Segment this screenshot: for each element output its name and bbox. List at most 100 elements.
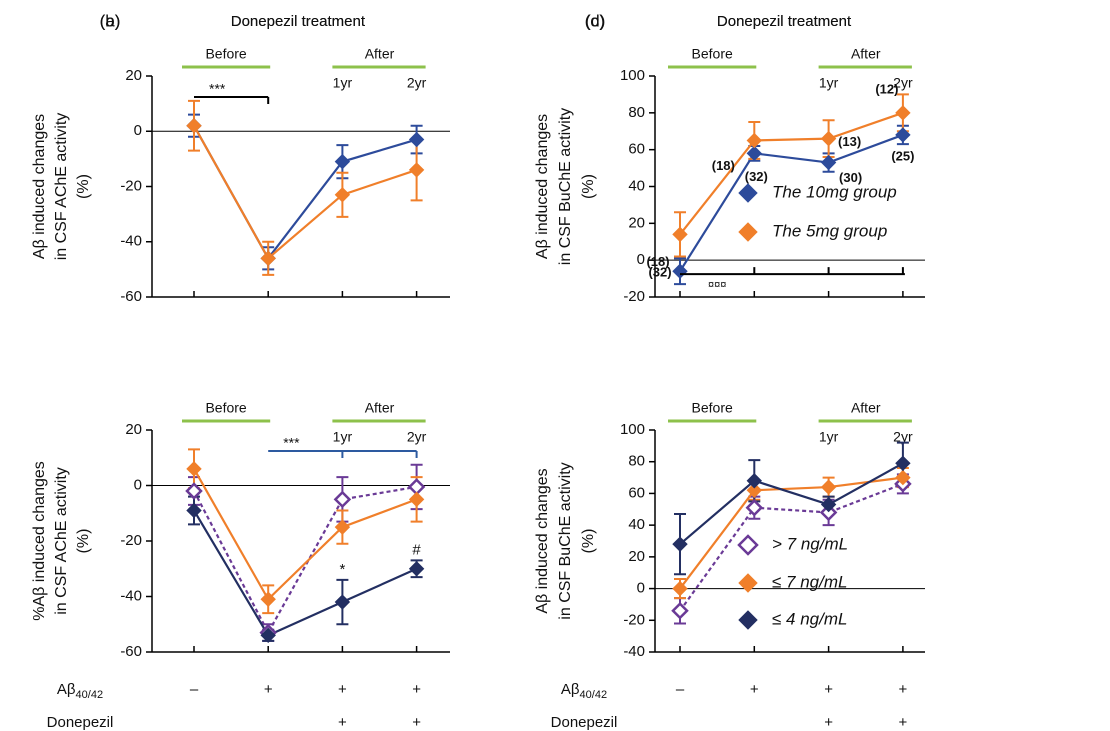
- marker: [672, 263, 688, 279]
- time-label: 2yr: [407, 429, 427, 445]
- marker: [820, 496, 837, 513]
- time-label: 1yr: [333, 75, 353, 91]
- y-tick-label: 0: [637, 580, 645, 597]
- panel-label: (a): [100, 11, 121, 30]
- panel-header: Donepezil treatment: [231, 13, 366, 30]
- series-line: [679, 476, 904, 590]
- marker: [738, 610, 758, 630]
- time-label: 2yr: [893, 75, 913, 91]
- significance-label: ***: [283, 435, 300, 451]
- legend-label: The 5mg group: [772, 221, 887, 240]
- n-label: (25): [891, 148, 914, 163]
- marker: [746, 473, 763, 489]
- y-tick-label: 20: [125, 421, 142, 438]
- marker: [745, 498, 764, 517]
- marker: [186, 502, 202, 519]
- y-tick-label: 20: [628, 214, 645, 231]
- after-label: After: [851, 400, 881, 416]
- before-label: Before: [692, 46, 733, 62]
- condition-label: Donepezil: [47, 714, 114, 731]
- series-line: [193, 485, 417, 635]
- condition-label: Donepezil: [551, 714, 618, 731]
- series-line: [679, 482, 904, 612]
- significance-bracket: [194, 96, 270, 104]
- before-label: Before: [205, 46, 246, 62]
- marker: [895, 105, 911, 121]
- marker: [333, 490, 352, 509]
- marker: [671, 602, 689, 620]
- y-tick-label: 0: [134, 122, 142, 139]
- y-tick-label: 80: [628, 104, 645, 121]
- n-label: (13): [838, 134, 861, 149]
- marker: [408, 131, 425, 148]
- marker: [819, 503, 838, 522]
- condition-mark: +: [338, 681, 347, 698]
- y-tick-label: -40: [120, 233, 142, 250]
- n-label: (12): [875, 81, 898, 96]
- marker: [738, 222, 758, 242]
- y-axis-label: Aβ induced changes: [534, 468, 551, 613]
- condition-mark: +: [264, 681, 273, 698]
- time-label: 1yr: [819, 75, 839, 91]
- n-label: (32): [648, 265, 671, 280]
- y-tick-label: 100: [620, 421, 645, 438]
- y-tick-label: -60: [120, 643, 142, 660]
- y-tick-label: 80: [628, 453, 645, 470]
- legend-label: ≤ 4 ng/mL: [772, 609, 847, 628]
- condition-subscript: 40/42: [580, 689, 608, 701]
- marker: [895, 455, 911, 472]
- y-tick-label: -60: [120, 288, 142, 305]
- after-label: After: [365, 400, 395, 416]
- n-label: (18): [646, 254, 669, 269]
- panel-header: Donepezil treatment: [231, 13, 366, 30]
- panel-label: (d): [585, 11, 606, 30]
- condition-name: Donepezil: [551, 714, 618, 731]
- significance-bracket: [680, 267, 905, 276]
- y-tick-label: 60: [628, 484, 645, 501]
- series-line: [193, 125, 417, 261]
- condition-mark: +: [899, 681, 908, 698]
- marker: [334, 187, 351, 203]
- significance-label: ¤¤¤: [708, 279, 726, 291]
- series-line: [193, 125, 417, 261]
- y-axis-label: (%): [75, 529, 92, 554]
- panel-header: Donepezil treatment: [717, 13, 852, 30]
- y-axis-label: in CSF AChE activity: [53, 113, 70, 261]
- condition-mark: +: [899, 714, 908, 731]
- y-tick-label: -20: [120, 532, 142, 549]
- y-axis-label: (%): [580, 529, 597, 554]
- before-label: Before: [692, 400, 733, 416]
- after-label: After: [851, 46, 881, 62]
- y-tick-label: 40: [628, 177, 645, 194]
- series-line: [679, 462, 904, 546]
- y-tick-label: -40: [120, 587, 142, 604]
- marker: [408, 162, 425, 178]
- y-tick-label: 60: [628, 141, 645, 158]
- n-label: (32): [745, 169, 768, 184]
- y-tick-label: 40: [628, 516, 645, 533]
- y-tick-label: -40: [623, 643, 645, 660]
- y-tick-label: 20: [125, 67, 142, 84]
- condition-label: Aβ40/42: [57, 681, 103, 701]
- y-tick-label: 0: [637, 251, 645, 268]
- marker: [408, 561, 425, 577]
- marker: [260, 591, 276, 607]
- marker: [672, 536, 688, 552]
- marker: [746, 145, 763, 162]
- series-line: [193, 468, 417, 602]
- time-label: 1yr: [819, 429, 839, 445]
- marker: [260, 627, 276, 644]
- n-label: (30): [839, 170, 862, 185]
- y-tick-label: -20: [623, 288, 645, 305]
- marker: [408, 491, 425, 508]
- y-tick-label: 0: [134, 476, 142, 493]
- condition-mark: +: [338, 714, 347, 731]
- y-axis-label: in CSF AChE activity: [53, 467, 70, 615]
- marker: [820, 479, 837, 495]
- marker: [895, 469, 911, 486]
- marker: [185, 482, 203, 500]
- condition-mark: –: [676, 681, 685, 698]
- y-axis-label: (%): [75, 174, 92, 199]
- legend-label: ≤ 7 ng/mL: [772, 572, 847, 591]
